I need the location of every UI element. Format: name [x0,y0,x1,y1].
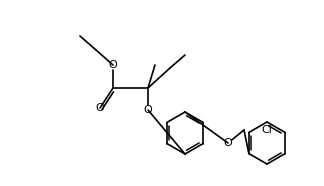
Text: Cl: Cl [261,125,272,135]
Text: O: O [96,103,104,113]
Text: O: O [144,105,152,115]
Text: O: O [109,60,117,70]
Text: O: O [224,138,232,148]
